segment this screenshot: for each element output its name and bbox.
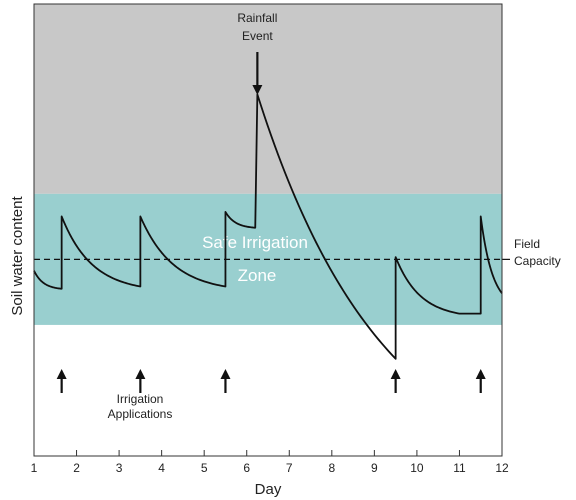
- x-tick-label-3: 3: [116, 461, 123, 475]
- irrigation-arrows: [56, 369, 486, 393]
- plot-frame: [33, 3, 503, 457]
- field-capacity-label-line2: Capacity: [514, 254, 561, 268]
- irrigation-arrow-1: [56, 369, 67, 393]
- irrigation-label-line2: Applications: [108, 407, 173, 421]
- field-capacity-label-line1: Field: [514, 237, 540, 251]
- rainfall-label-line2: Event: [242, 29, 273, 43]
- irrigation-label-line1: Irrigation: [117, 392, 164, 406]
- upper-zone: [34, 4, 502, 194]
- x-tick-label-12: 12: [495, 461, 509, 475]
- x-tick-label-6: 6: [243, 461, 250, 475]
- x-tick-label-2: 2: [73, 461, 80, 475]
- x-axis-label: Day: [255, 481, 282, 498]
- safe-zone-label-line2: Zone: [238, 266, 277, 285]
- y-axis-label: Soil water content: [9, 196, 26, 316]
- x-axis: 1 2 3 4 5 6 7 8 9 10 11 12: [31, 450, 509, 475]
- x-tick-label-11: 11: [453, 461, 466, 475]
- x-tick-label-10: 10: [410, 461, 424, 475]
- safe-zone-label-line1: Safe Irrigation: [202, 233, 308, 252]
- x-tick-label-5: 5: [201, 461, 208, 475]
- irrigation-arrow-2: [135, 369, 146, 393]
- x-tick-label-1: 1: [31, 461, 38, 475]
- rainfall-arrow-shape: [252, 52, 263, 95]
- rainfall-arrow: [252, 52, 263, 95]
- x-tick-label-7: 7: [286, 461, 293, 475]
- x-tick-label-4: 4: [158, 461, 165, 475]
- rainfall-label-line1: Rainfall: [237, 11, 277, 25]
- x-tick-label-9: 9: [371, 461, 378, 475]
- x-tick-label-8: 8: [328, 461, 335, 475]
- soil-water-series: [33, 93, 503, 360]
- irrigation-arrow-4: [390, 369, 401, 393]
- irrigation-arrow-5: [475, 369, 486, 393]
- irrigation-arrow-3: [220, 369, 231, 393]
- series-line-0: [33, 93, 503, 360]
